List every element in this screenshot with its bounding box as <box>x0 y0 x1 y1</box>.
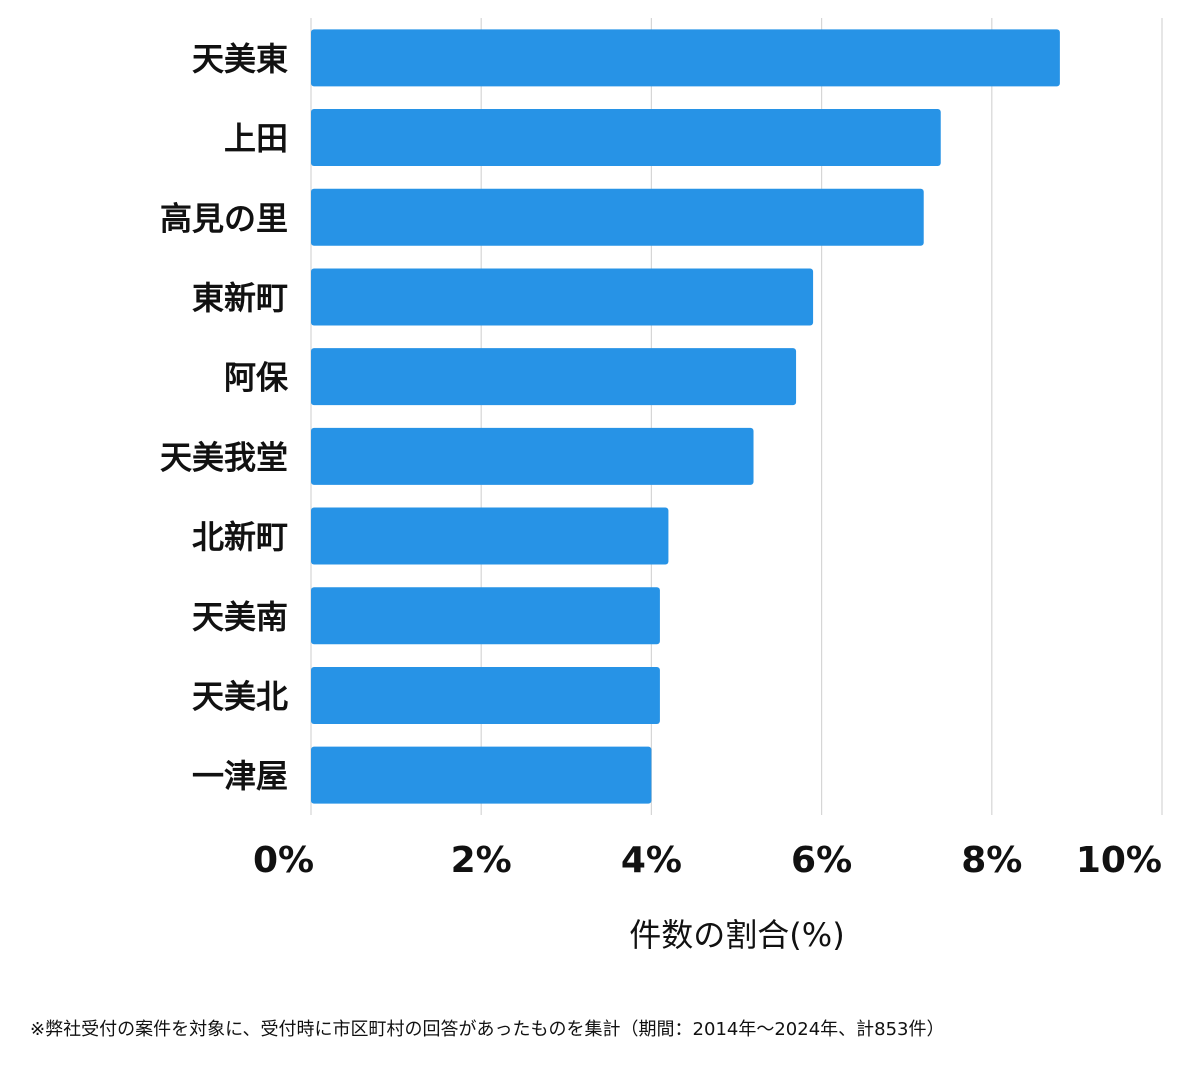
bar <box>311 666 660 724</box>
category-label: 北新町 <box>192 518 288 556</box>
category-label: 天美南 <box>192 598 288 636</box>
x-tick-label: 4% <box>621 840 682 881</box>
x-tick-labels: 0% 2% 4% 6% 8% 10% <box>253 840 1162 881</box>
x-tick-label: 8% <box>961 840 1022 881</box>
bar <box>311 507 669 565</box>
x-tick-label: 10% <box>1076 840 1162 881</box>
category-label: 天美我堂 <box>160 438 288 476</box>
bar <box>311 587 660 645</box>
category-label: 東新町 <box>192 279 288 317</box>
category-label: 一津屋 <box>192 757 288 795</box>
bar <box>311 427 754 485</box>
bar <box>311 109 941 167</box>
footnote: ※弊社受付の案件を対象に、受付時に市区町村の回答があったものを集計（期間：201… <box>30 1019 945 1040</box>
x-tick-label: 6% <box>791 840 852 881</box>
category-label: 天美北 <box>192 677 288 715</box>
category-label: 天美東 <box>192 40 288 78</box>
bar <box>311 268 814 326</box>
bar <box>311 746 652 804</box>
category-label: 高見の里 <box>160 199 288 237</box>
x-tick-label: 2% <box>451 840 512 881</box>
category-label: 上田 <box>224 120 288 158</box>
bar <box>311 29 1060 87</box>
bar <box>311 188 924 246</box>
category-label: 阿保 <box>224 359 289 397</box>
bars-group <box>311 29 1060 804</box>
x-axis-title: 件数の割合(%) <box>629 916 844 954</box>
bar <box>311 348 797 406</box>
x-tick-label: 0% <box>253 840 314 881</box>
